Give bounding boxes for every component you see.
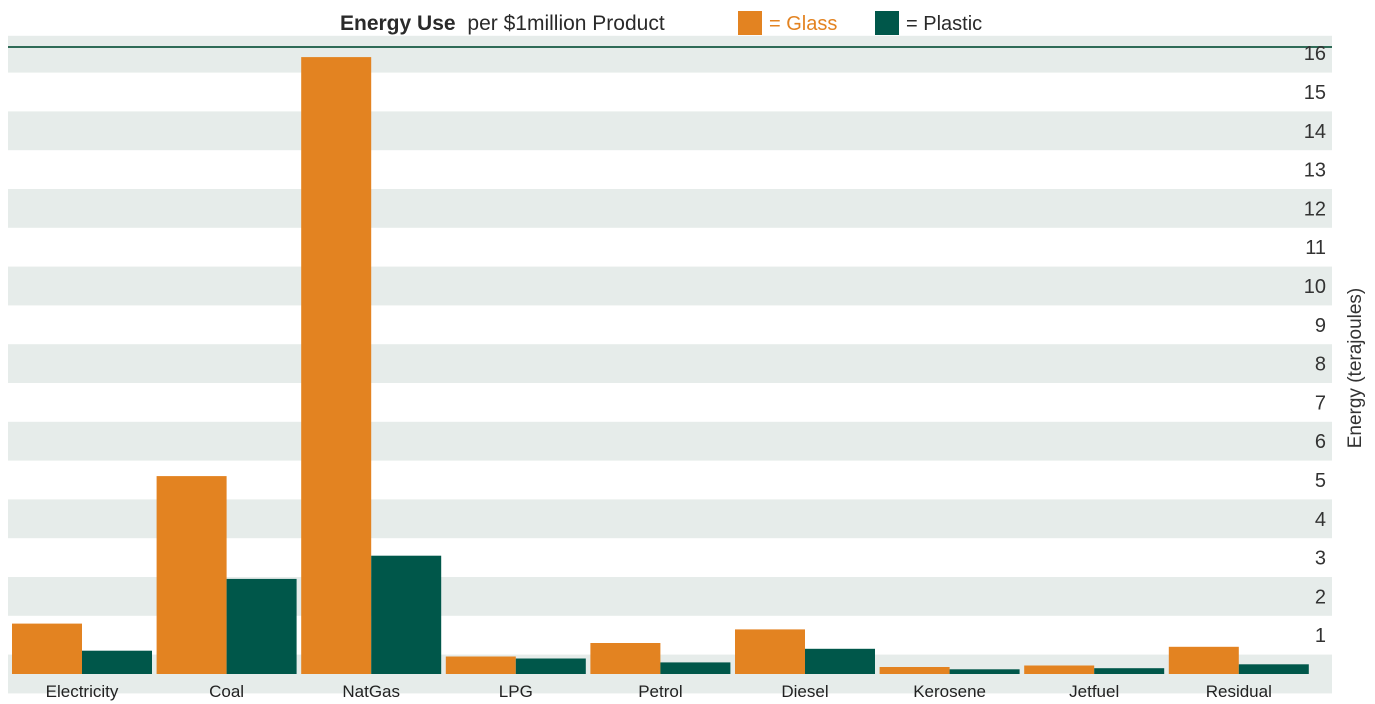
- y-tick-label: 1: [1315, 625, 1326, 647]
- grid-band: [8, 344, 1332, 383]
- bar-plastic: [371, 555, 442, 674]
- legend-glass-swatch: [738, 11, 762, 35]
- y-tick-label: 12: [1304, 198, 1326, 220]
- legend-plastic-swatch: [875, 11, 899, 35]
- y-tick-label: 9: [1315, 315, 1326, 337]
- y-tick-label: 6: [1315, 431, 1326, 453]
- legend-plastic-label: = Plastic: [906, 13, 982, 35]
- bar-glass: [156, 476, 227, 674]
- bar-plastic: [1094, 668, 1165, 674]
- bar-plastic: [660, 662, 731, 674]
- y-tick-label: 16: [1304, 43, 1326, 65]
- bar-glass: [1168, 646, 1239, 674]
- y-tick-label: 11: [1305, 237, 1326, 259]
- y-tick-label: 10: [1304, 276, 1326, 298]
- bar-glass: [879, 667, 950, 674]
- chart-title-rest: per $1million Product: [467, 12, 664, 35]
- grid-band: [8, 111, 1332, 151]
- y-tick-label: 4: [1315, 509, 1326, 531]
- bar-glass: [1024, 665, 1095, 674]
- grid-band: [8, 499, 1332, 539]
- chart-title-bold: Energy Use: [340, 12, 456, 35]
- bar-plastic: [805, 648, 875, 674]
- x-tick-label: Diesel: [781, 682, 828, 701]
- chart-header: Energy Use per $1million Product = Glass…: [340, 11, 982, 35]
- x-tick-label: Coal: [209, 682, 244, 701]
- y-tick-label: 8: [1315, 354, 1326, 376]
- bar-plastic: [515, 658, 586, 674]
- grid-band: [8, 266, 1332, 306]
- bar-plastic: [1238, 664, 1309, 674]
- x-tick-label: Electricity: [46, 682, 119, 701]
- y-tick-label: 14: [1304, 121, 1326, 143]
- legend-glass-label: = Glass: [769, 13, 837, 35]
- bar-glass: [590, 643, 661, 674]
- bar-glass: [301, 57, 372, 675]
- bar-glass: [445, 656, 516, 674]
- bar-glass: [735, 629, 805, 674]
- bars: [12, 57, 1309, 675]
- y-tick-label: 3: [1315, 548, 1326, 570]
- grid-bands: [8, 35, 1332, 694]
- bar-plastic: [82, 650, 152, 674]
- bar-glass: [12, 623, 82, 674]
- bar-plastic: [949, 669, 1020, 674]
- y-tick-label: 2: [1315, 586, 1326, 608]
- bar-plastic: [226, 578, 297, 674]
- grid-band: [8, 35, 1332, 73]
- chart-title: Energy Use per $1million Product: [340, 12, 665, 35]
- y-tick-label: 5: [1315, 470, 1326, 492]
- x-axis-labels: Electricity Coal NatGas LPG Petrol Diesel Kero…: [46, 682, 1272, 701]
- x-tick-label: Jetfuel: [1069, 682, 1119, 701]
- x-tick-label: NatGas: [342, 682, 400, 701]
- x-tick-label: LPG: [499, 682, 533, 701]
- y-tick-label: 13: [1304, 160, 1326, 182]
- y-axis-label: Energy (terajoules): [1345, 288, 1366, 449]
- x-tick-label: Kerosene: [913, 682, 986, 701]
- y-tick-label: 7: [1315, 392, 1326, 414]
- x-tick-label: Residual: [1206, 682, 1272, 701]
- grid-band: [8, 189, 1332, 228]
- grid-band: [8, 421, 1332, 461]
- y-tick-label: 15: [1304, 82, 1326, 104]
- x-tick-label: Petrol: [638, 682, 682, 701]
